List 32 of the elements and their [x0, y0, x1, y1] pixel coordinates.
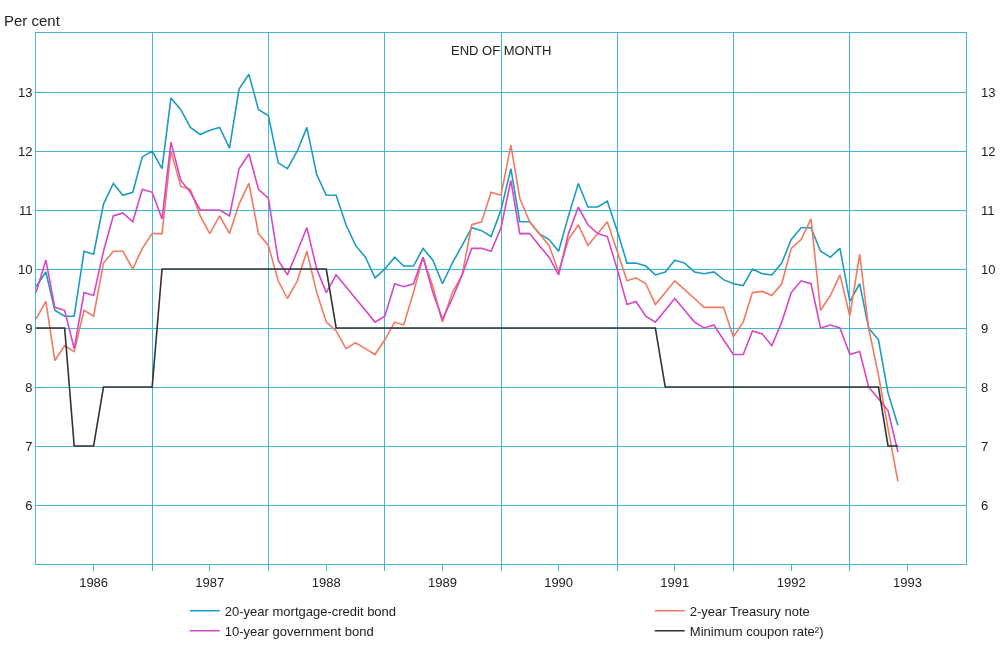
y-tick-label: 8 [25, 379, 33, 395]
line-series [36, 73, 899, 427]
y-tick-label: 6 [25, 497, 33, 513]
y-tick-label: 11 [18, 202, 33, 218]
y2-tick-label: 6 [981, 497, 989, 513]
line-series [36, 268, 899, 447]
legend-label: 20-year mortgage-credit bond [224, 603, 397, 619]
legend-label: 2-year Treasury note [689, 603, 810, 619]
y-axis-title: Per cent [4, 12, 61, 29]
legend-label: 10-year government bond [224, 623, 374, 639]
y2-tick-label: 11 [981, 202, 995, 218]
y2-tick-label: 12 [981, 143, 996, 159]
x-tick-label: 1992 [776, 574, 806, 590]
y-tick-label: 7 [25, 438, 33, 454]
y2-tick-label: 8 [981, 379, 989, 395]
y2-tick-label: 7 [981, 438, 989, 454]
text: END OF MONTH [451, 43, 552, 58]
y2-tick-label: 10 [981, 261, 996, 277]
x-tick-label: 1991 [660, 574, 690, 590]
y-tick-label: 13 [17, 84, 33, 100]
legend-label: Minimum coupon rate²) [689, 623, 824, 639]
y-tick-label: 12 [17, 143, 33, 159]
y2-tick-label: 13 [981, 84, 996, 100]
x-tick-label: 1989 [427, 574, 457, 590]
x-tick-label: 1988 [311, 574, 341, 590]
x-tick-label: 1987 [195, 574, 225, 590]
y-tick-label: 10 [17, 261, 33, 277]
y2-tick-label: 9 [981, 320, 989, 336]
x-tick-label: 1993 [892, 574, 922, 590]
y-tick-label: 9 [25, 320, 33, 336]
x-tick-label: 1990 [544, 574, 574, 590]
x-tick-label: 1986 [79, 574, 109, 590]
